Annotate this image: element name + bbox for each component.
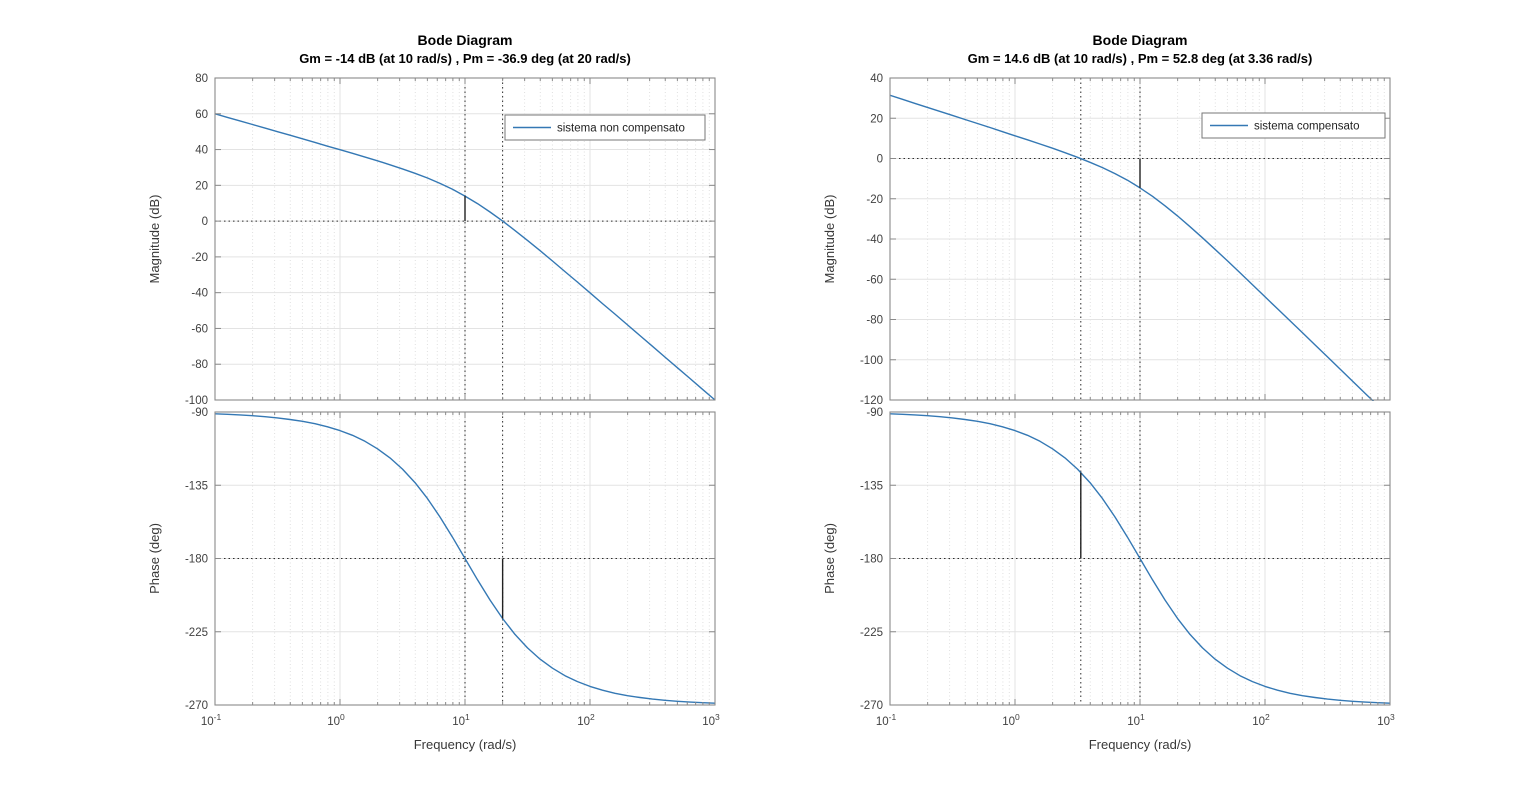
legend-label: sistema non compensato <box>557 123 685 135</box>
y-tick-label: -20 <box>866 194 883 206</box>
bode-curve <box>215 413 715 704</box>
y-tick-label: -60 <box>866 274 883 286</box>
y-tick-label: 40 <box>195 145 208 157</box>
bode-curve <box>890 94 1375 401</box>
magnitude-axis-label: Magnitude (dB) <box>822 195 837 284</box>
x-tick-label: 102 <box>1252 712 1270 728</box>
y-tick-label: -80 <box>191 359 208 371</box>
y-tick-label: -40 <box>866 234 883 246</box>
y-tick-label: -225 <box>185 627 208 639</box>
x-tick-label: 101 <box>1127 712 1145 728</box>
x-tick-label: 10-1 <box>201 712 222 728</box>
y-tick-label: -270 <box>860 700 883 712</box>
y-tick-label: -40 <box>191 288 208 300</box>
y-tick-label: 80 <box>195 73 208 85</box>
x-tick-label: 103 <box>1377 712 1395 728</box>
bode-curve <box>890 413 1390 704</box>
x-tick-label: 10-1 <box>876 712 897 728</box>
chart-subtitle: Gm = -14 dB (at 10 rad/s) , Pm = -36.9 d… <box>299 51 631 66</box>
y-tick-label: -135 <box>185 480 208 492</box>
y-tick-label: 20 <box>195 180 208 192</box>
y-tick-label: 0 <box>877 154 883 166</box>
x-tick-label: 103 <box>702 712 720 728</box>
y-tick-label: -180 <box>185 554 208 566</box>
chart-title: Bode Diagram <box>418 32 513 48</box>
y-tick-label: -90 <box>191 407 208 419</box>
y-tick-label: 40 <box>870 73 883 85</box>
y-tick-label: -100 <box>185 395 208 407</box>
y-tick-label: -60 <box>191 323 208 335</box>
y-tick-label: -20 <box>191 252 208 264</box>
y-tick-label: 20 <box>870 113 883 125</box>
x-tick-label: 100 <box>327 712 345 728</box>
chart-title: Bode Diagram <box>1093 32 1188 48</box>
y-tick-label: -90 <box>866 407 883 419</box>
panel-phase: -90 -135 -180 -225 -270 <box>860 407 1391 712</box>
y-tick-label: -135 <box>860 480 883 492</box>
x-tick-label: 102 <box>577 712 595 728</box>
chart-subtitle: Gm = 14.6 dB (at 10 rad/s) , Pm = 52.8 d… <box>968 51 1313 66</box>
panel-phase: -90 -135 -180 -225 -270 <box>185 407 716 712</box>
x-tick-label: 100 <box>1002 712 1020 728</box>
frequency-axis-label: Frequency (rad/s) <box>414 737 517 752</box>
y-tick-label: -120 <box>860 395 883 407</box>
frequency-axis-label: Frequency (rad/s) <box>1089 737 1192 752</box>
phase-axis-label: Phase (deg) <box>147 523 162 594</box>
magnitude-axis-label: Magnitude (dB) <box>147 195 162 284</box>
x-tick-label: 101 <box>452 712 470 728</box>
y-tick-label: -180 <box>860 554 883 566</box>
y-tick-label: -80 <box>866 315 883 327</box>
y-tick-label: 60 <box>195 109 208 121</box>
phase-axis-label: Phase (deg) <box>822 523 837 594</box>
y-tick-label: -100 <box>860 355 883 367</box>
legend-label: sistema compensato <box>1254 121 1359 133</box>
y-tick-label: -270 <box>185 700 208 712</box>
y-tick-label: 0 <box>202 216 208 228</box>
y-tick-label: -225 <box>860 627 883 639</box>
